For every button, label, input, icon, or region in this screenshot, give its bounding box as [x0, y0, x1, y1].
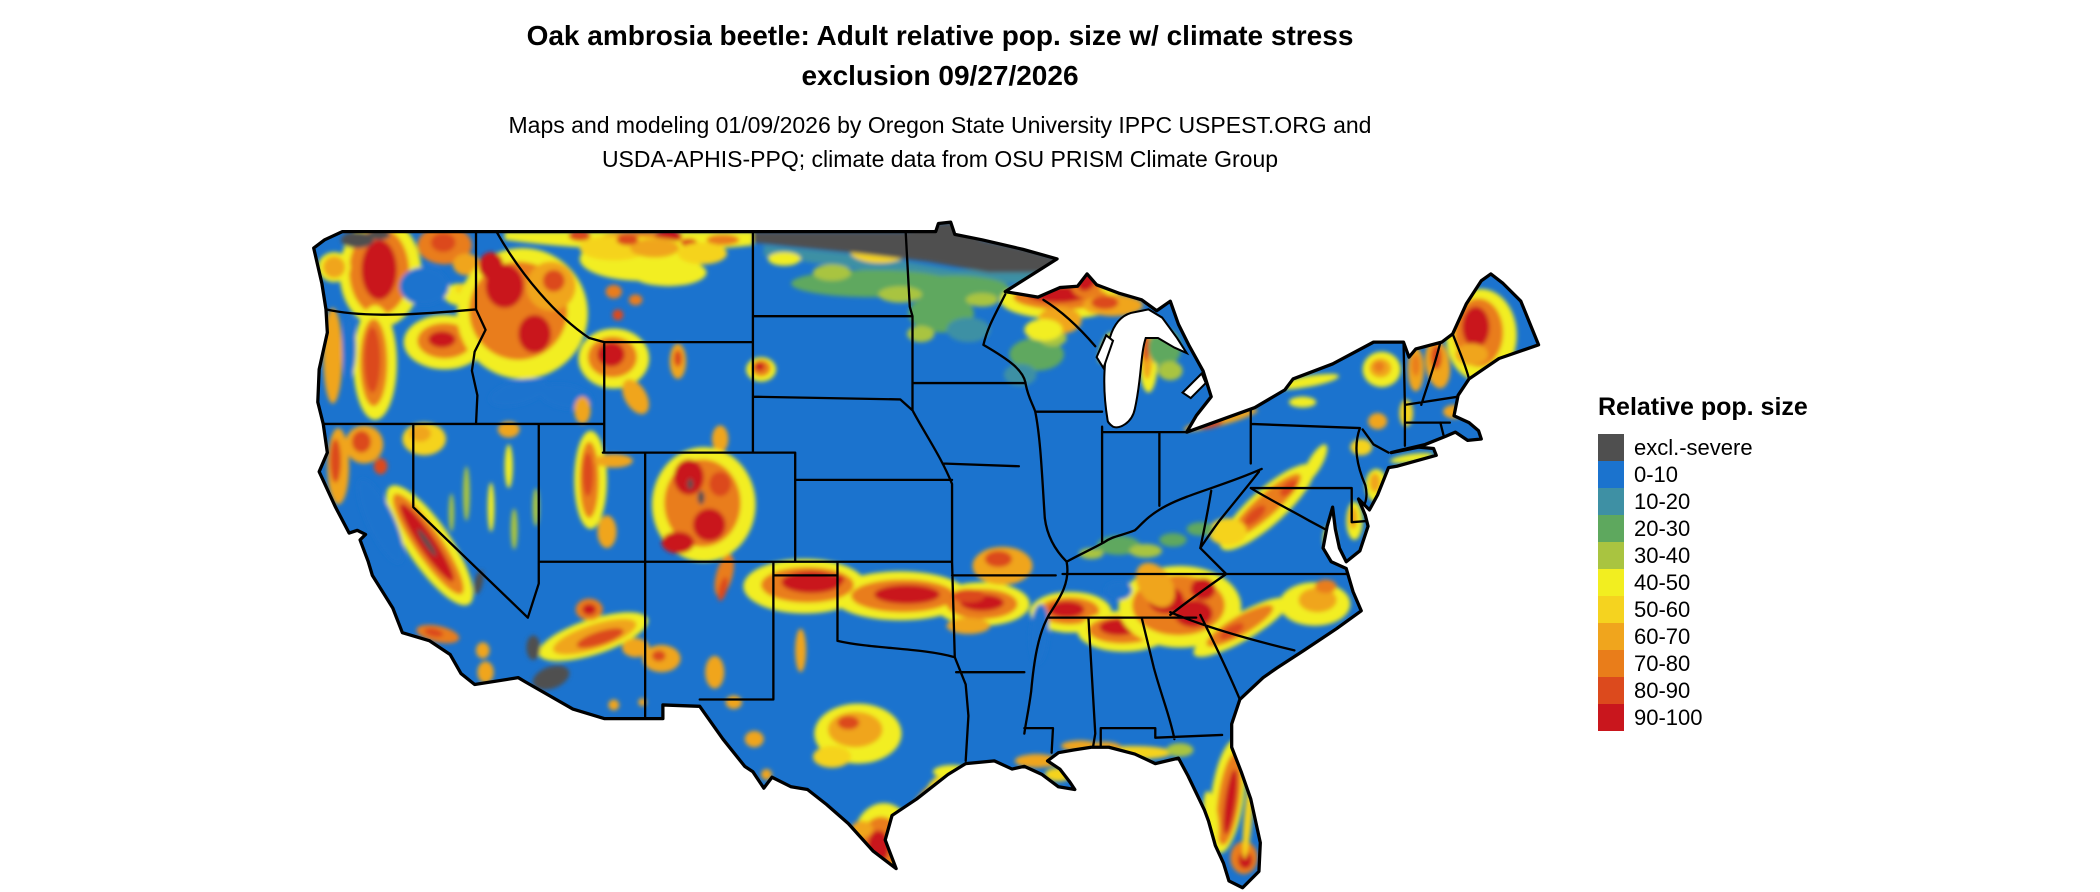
state-borders	[322, 230, 1471, 763]
legend: Relative pop. size excl.-severe 0-10 10-20…	[1598, 393, 1808, 731]
legend-swatch	[1598, 704, 1624, 731]
page-subtitle-line1: Maps and modeling 01/09/2026 by Oregon S…	[508, 112, 1372, 138]
legend-item: 10-20	[1598, 488, 1808, 515]
legend-items: excl.-severe 0-10 10-20 20-30 30-40 40-50 50-6…	[1598, 434, 1808, 731]
legend-item-label: 0-10	[1634, 462, 1679, 487]
legend-item-label: 20-30	[1634, 516, 1691, 541]
us-population-map	[300, 218, 1555, 892]
legend-title: Relative pop. size	[1598, 393, 1808, 421]
legend-item-label: 50-60	[1634, 597, 1691, 622]
legend-item: 30-40	[1598, 542, 1808, 569]
legend-swatch	[1598, 515, 1624, 542]
legend-item-label: 60-70	[1634, 624, 1691, 649]
legend-swatch	[1598, 569, 1624, 596]
green-bay	[1095, 333, 1115, 371]
legend-swatch	[1598, 596, 1624, 623]
legend-item-label: 70-80	[1634, 651, 1691, 676]
legend-item-label: 80-90	[1634, 678, 1691, 703]
legend-item: 80-90	[1598, 677, 1808, 704]
legend-swatch	[1598, 461, 1624, 488]
legend-swatch	[1598, 488, 1624, 515]
legend-item: 20-30	[1598, 515, 1808, 542]
legend-item-label: 90-100	[1634, 705, 1703, 730]
legend-item: 0-10	[1598, 461, 1808, 488]
page-subtitle-line2: USDA-APHIS-PPQ; climate data from OSU PR…	[601, 146, 1279, 172]
legend-item-label: 10-20	[1634, 489, 1691, 514]
legend-item: 40-50	[1598, 569, 1808, 596]
legend-item: 70-80	[1598, 650, 1808, 677]
legend-item-label: 30-40	[1634, 543, 1691, 568]
legend-swatch	[1598, 650, 1624, 677]
us-map-svg	[312, 220, 1541, 890]
legend-item-label: 40-50	[1634, 570, 1691, 595]
page-title-line1: Oak ambrosia beetle: Adult relative pop.…	[526, 20, 1354, 51]
page-subtitle: Maps and modeling 01/09/2026 by Oregon S…	[0, 108, 1880, 176]
legend-item: 60-70	[1598, 623, 1808, 650]
page-title-line2: exclusion 09/27/2026	[801, 60, 1079, 91]
legend-swatch	[1598, 542, 1624, 569]
legend-item: excl.-severe	[1598, 434, 1808, 461]
legend-swatch	[1598, 677, 1624, 704]
legend-swatch	[1598, 623, 1624, 650]
saginaw-bay	[1180, 371, 1207, 400]
legend-item-label: excl.-severe	[1634, 435, 1753, 460]
legend-item: 50-60	[1598, 596, 1808, 623]
great-lakes	[1095, 308, 1207, 429]
legend-item: 90-100	[1598, 704, 1808, 731]
header: Oak ambrosia beetle: Adult relative pop.…	[0, 16, 1880, 176]
legend-swatch	[1598, 434, 1624, 461]
